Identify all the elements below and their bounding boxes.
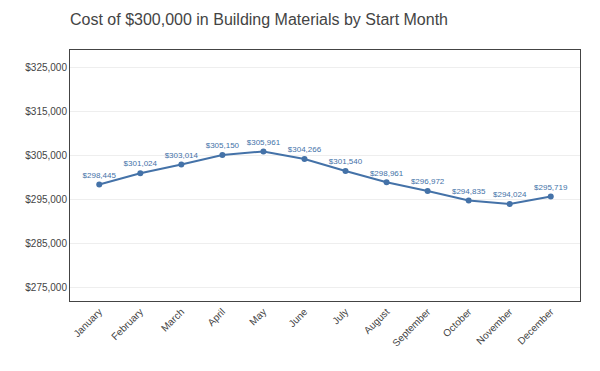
- svg-text:$296,972: $296,972: [411, 177, 445, 186]
- svg-text:$315,000: $315,000: [25, 106, 67, 117]
- svg-text:December: December: [515, 306, 556, 347]
- svg-text:August: August: [362, 306, 392, 336]
- svg-text:January: January: [71, 306, 104, 339]
- svg-text:$298,961: $298,961: [370, 169, 404, 178]
- svg-text:Cost of $300,000 in Building M: Cost of $300,000 in Building Materials b…: [70, 11, 448, 28]
- svg-text:October: October: [441, 306, 474, 339]
- svg-text:$303,014: $303,014: [165, 151, 199, 160]
- svg-text:February: February: [109, 306, 145, 342]
- svg-text:$325,000: $325,000: [25, 62, 67, 73]
- svg-text:$295,719: $295,719: [534, 183, 568, 192]
- svg-text:$295,000: $295,000: [25, 194, 67, 205]
- svg-text:$305,000: $305,000: [25, 150, 67, 161]
- svg-text:$301,024: $301,024: [124, 159, 158, 168]
- svg-text:September: September: [390, 306, 433, 349]
- svg-text:May: May: [247, 306, 268, 327]
- svg-text:$294,835: $294,835: [452, 187, 486, 196]
- svg-text:$275,000: $275,000: [25, 282, 67, 293]
- svg-text:$305,961: $305,961: [247, 138, 281, 147]
- svg-text:$301,540: $301,540: [329, 157, 363, 166]
- svg-text:March: March: [159, 306, 186, 333]
- svg-text:$304,266: $304,266: [288, 145, 322, 154]
- svg-text:$305,150: $305,150: [206, 141, 240, 150]
- svg-text:$298,445: $298,445: [83, 171, 117, 180]
- svg-text:April: April: [205, 306, 227, 328]
- svg-text:June: June: [286, 306, 309, 329]
- svg-text:$294,024: $294,024: [493, 190, 527, 199]
- svg-text:$285,000: $285,000: [25, 238, 67, 249]
- svg-text:November: November: [474, 306, 515, 347]
- svg-text:July: July: [330, 306, 350, 326]
